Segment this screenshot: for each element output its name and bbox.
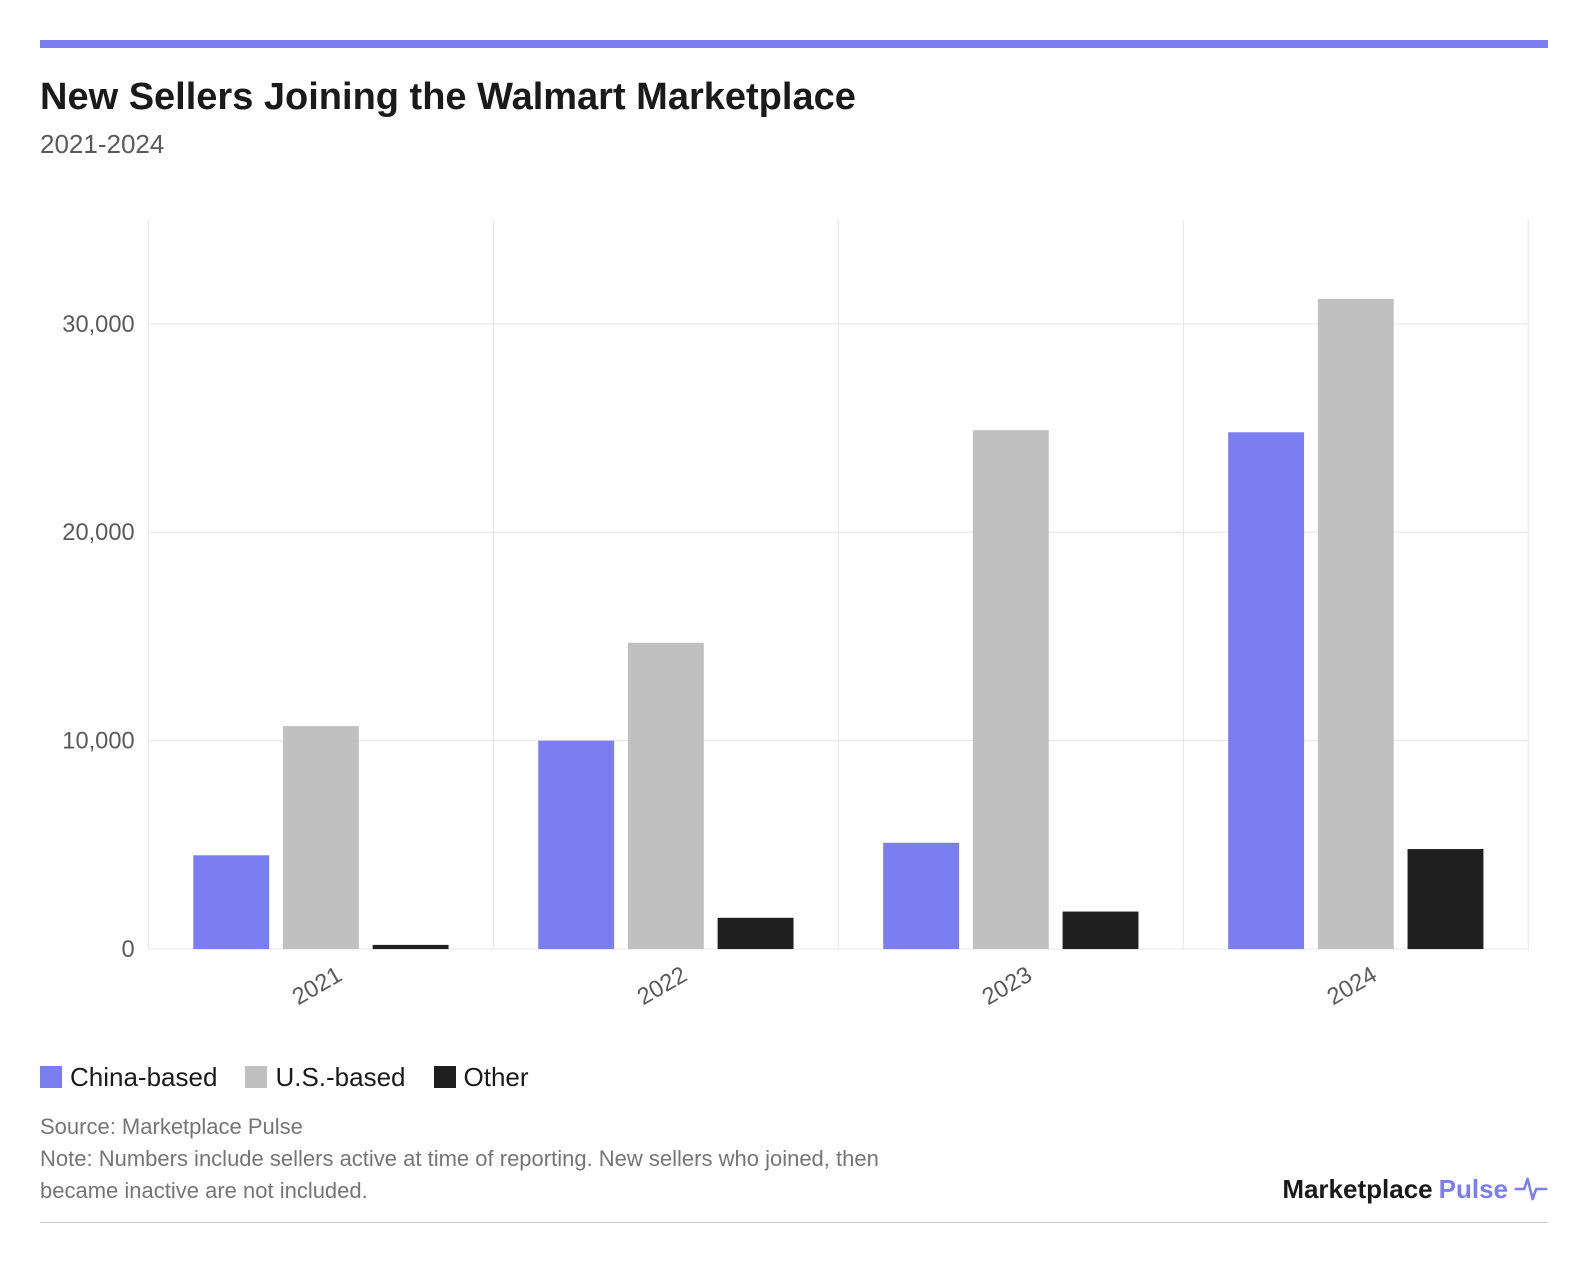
bar [283,726,359,949]
accent-top-bar [40,40,1548,48]
legend-item: Other [434,1062,529,1093]
legend-item: U.S.-based [245,1062,405,1093]
chart-area: 0 10,000 20,000 30,000 2021 2022 2023 2024 [40,200,1548,1038]
legend-label: Other [464,1062,529,1093]
pulse-icon [1514,1172,1548,1206]
bar [718,918,794,949]
bar-chart-svg: 0 10,000 20,000 30,000 2021 2022 2023 2024 [40,200,1548,1038]
bar [373,945,449,949]
svg-text:2023: 2023 [978,962,1037,1011]
footer-text: Source: Marketplace Pulse Note: Numbers … [40,1111,920,1207]
chart-container: New Sellers Joining the Walmart Marketpl… [40,40,1548,1223]
legend-swatch [40,1066,62,1088]
svg-text:30,000: 30,000 [62,312,134,338]
legend-label: U.S.-based [275,1062,405,1093]
bar [1408,849,1484,949]
legend-swatch [245,1066,267,1088]
svg-text:10,000: 10,000 [62,729,134,755]
chart-title: New Sellers Joining the Walmart Marketpl… [40,76,1548,119]
bar [193,855,269,949]
footer-note: Note: Numbers include sellers active at … [40,1143,920,1207]
legend-item: China-based [40,1062,217,1093]
svg-text:2024: 2024 [1323,962,1382,1011]
legend: China-based U.S.-based Other [40,1062,1548,1093]
brand-logo: Marketplace Pulse [1282,1172,1548,1206]
bar [628,643,704,949]
brand-name-2: Pulse [1439,1174,1508,1205]
svg-text:2021: 2021 [288,962,347,1011]
bar [1318,299,1394,949]
svg-text:20,000: 20,000 [62,520,134,546]
bar [1063,912,1139,950]
legend-swatch [434,1066,456,1088]
chart-footer: Source: Marketplace Pulse Note: Numbers … [40,1111,1548,1224]
bar [1228,432,1304,949]
svg-text:2022: 2022 [633,962,692,1011]
bar [883,843,959,949]
bar [973,430,1049,949]
bar [538,741,614,949]
svg-text:0: 0 [121,937,134,963]
footer-source: Source: Marketplace Pulse [40,1111,920,1143]
chart-subtitle: 2021-2024 [40,129,1548,160]
brand-name-1: Marketplace [1282,1174,1432,1205]
legend-label: China-based [70,1062,217,1093]
